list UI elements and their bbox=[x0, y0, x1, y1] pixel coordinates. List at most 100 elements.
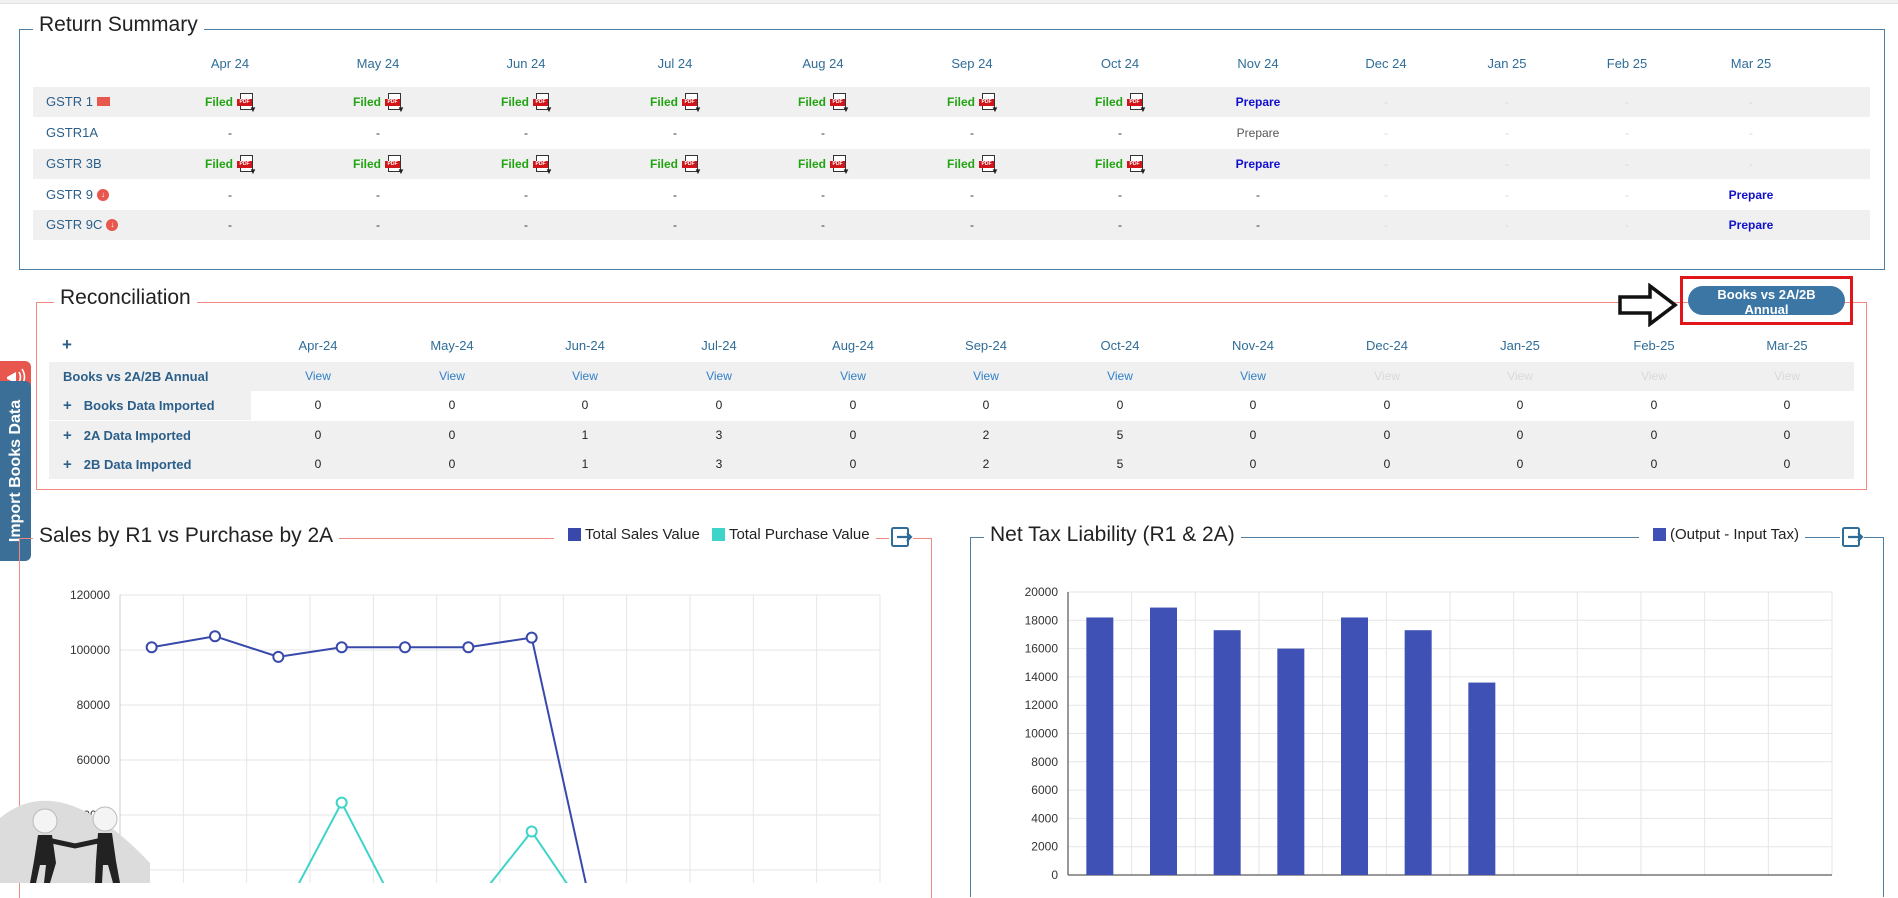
status-cell[interactable]: Filed PDF ▼ bbox=[620, 87, 730, 117]
status-cell[interactable]: Prepare bbox=[1236, 126, 1280, 140]
view-link[interactable]: View bbox=[1240, 369, 1266, 383]
download-icon[interactable]: ↓ bbox=[96, 188, 109, 201]
pdf-icon[interactable]: PDF ▼ bbox=[979, 92, 999, 113]
view-link[interactable]: View bbox=[706, 369, 732, 383]
legend-purchase[interactable]: Total Purchase Value bbox=[728, 526, 870, 543]
status-cell[interactable]: Prepare bbox=[1728, 188, 1774, 202]
pdf-icon[interactable]: PDF ▼ bbox=[682, 154, 702, 175]
pdf-icon[interactable]: PDF ▼ bbox=[385, 92, 405, 113]
status-cell: - bbox=[376, 218, 380, 232]
status-cell[interactable]: Filed PDF ▼ bbox=[917, 149, 1027, 179]
status-cell: - bbox=[228, 188, 232, 202]
status-cell[interactable]: Prepare bbox=[1728, 218, 1774, 232]
top-divider bbox=[0, 0, 1898, 4]
return-label[interactable]: GSTR 9C ↓ bbox=[46, 210, 119, 240]
return-label[interactable]: GSTR 1 bbox=[46, 87, 110, 117]
status-cell: - bbox=[1256, 218, 1260, 232]
pdf-icon[interactable]: PDF ▼ bbox=[533, 154, 553, 175]
status-cell[interactable]: Filed PDF ▼ bbox=[768, 149, 878, 179]
export-icon[interactable] bbox=[889, 525, 913, 549]
view-link[interactable]: View bbox=[1107, 369, 1133, 383]
status-cell[interactable]: Filed PDF ▼ bbox=[471, 149, 581, 179]
return-label[interactable]: GSTR1A bbox=[46, 125, 99, 140]
status-cell[interactable]: Filed PDF ▼ bbox=[1065, 149, 1175, 179]
count-cell: 0 bbox=[448, 398, 456, 412]
y-tick-label: 4000 bbox=[1031, 811, 1058, 825]
data-point bbox=[209, 630, 221, 643]
import-row-label[interactable]: +2B Data Imported bbox=[63, 456, 192, 473]
bar bbox=[1086, 617, 1114, 875]
import-books-data-tab[interactable]: Import Books Data bbox=[0, 381, 31, 561]
legend-tax[interactable]: (Output - Input Tax) bbox=[1670, 526, 1799, 543]
return-label[interactable]: GSTR 9 ↓ bbox=[46, 180, 109, 210]
count-cell: 0 bbox=[1783, 428, 1791, 442]
status-cell[interactable]: Filed PDF ▼ bbox=[768, 87, 878, 117]
expand-row-button[interactable]: + bbox=[63, 427, 72, 444]
count-cell: 0 bbox=[1650, 428, 1658, 442]
expand-row-button[interactable]: + bbox=[63, 397, 72, 414]
status-cell: - bbox=[970, 218, 974, 232]
status-cell: - bbox=[228, 126, 232, 140]
view-link[interactable]: View bbox=[1641, 369, 1667, 383]
count-cell: 1 bbox=[581, 428, 589, 442]
status-cell[interactable]: Filed PDF ▼ bbox=[175, 149, 285, 179]
pdf-icon[interactable]: PDF ▼ bbox=[1127, 154, 1147, 175]
count-cell: 0 bbox=[448, 457, 456, 471]
status-cell[interactable]: Filed PDF ▼ bbox=[620, 149, 730, 179]
view-link[interactable]: View bbox=[973, 369, 999, 383]
view-link[interactable]: View bbox=[1774, 369, 1800, 383]
pdf-icon[interactable]: PDF ▼ bbox=[237, 154, 257, 175]
expand-row-button[interactable]: + bbox=[63, 456, 72, 473]
pdf-icon[interactable]: PDF ▼ bbox=[830, 92, 850, 113]
count-cell: 0 bbox=[982, 398, 990, 412]
status-cell[interactable]: Filed PDF ▼ bbox=[1065, 87, 1175, 117]
status-cell[interactable]: Filed PDF ▼ bbox=[323, 87, 433, 117]
pdf-icon[interactable]: PDF ▼ bbox=[979, 154, 999, 175]
count-cell: 1 bbox=[581, 457, 589, 471]
view-link[interactable]: View bbox=[305, 369, 331, 383]
view-link[interactable]: View bbox=[439, 369, 465, 383]
count-cell: 0 bbox=[314, 428, 322, 442]
import-row-label[interactable]: +2A Data Imported bbox=[63, 427, 191, 444]
pdf-icon[interactable]: PDF ▼ bbox=[1127, 92, 1147, 113]
sales-chart-title: Sales by R1 vs Purchase by 2A bbox=[33, 524, 340, 548]
status-cell[interactable]: Filed PDF ▼ bbox=[323, 149, 433, 179]
pdf-icon[interactable]: PDF ▼ bbox=[830, 154, 850, 175]
status-cell: - bbox=[1384, 218, 1388, 232]
status-cell[interactable]: Filed PDF ▼ bbox=[175, 87, 285, 117]
status-cell: - bbox=[1384, 157, 1388, 171]
status-cell[interactable]: Filed PDF ▼ bbox=[917, 87, 1027, 117]
legend-sales[interactable]: Total Sales Value bbox=[585, 526, 700, 543]
view-link[interactable]: View bbox=[572, 369, 598, 383]
return-label[interactable]: GSTR 3B bbox=[46, 156, 102, 171]
pdf-icon[interactable]: PDF ▼ bbox=[682, 92, 702, 113]
y-tick-label: 8000 bbox=[1031, 755, 1058, 769]
download-icon[interactable]: ↓ bbox=[106, 218, 119, 231]
y-tick-label: 80000 bbox=[77, 698, 111, 712]
pdf-icon[interactable]: PDF ▼ bbox=[385, 154, 405, 175]
expand-all-button[interactable]: + bbox=[62, 335, 72, 354]
status-cell: - bbox=[1118, 218, 1122, 232]
pdf-icon[interactable]: PDF ▼ bbox=[533, 92, 553, 113]
month-header: Jun-24 bbox=[565, 338, 605, 353]
count-cell: 0 bbox=[1650, 457, 1658, 471]
mail-icon[interactable] bbox=[96, 97, 110, 107]
books-vs-2a-2b-annual-button[interactable]: Books vs 2A/2B Annual bbox=[1688, 286, 1845, 317]
data-point bbox=[525, 631, 538, 644]
pdf-icon[interactable]: PDF ▼ bbox=[237, 92, 257, 113]
export-icon[interactable] bbox=[1840, 525, 1864, 549]
status-cell[interactable]: Prepare bbox=[1235, 157, 1281, 171]
count-cell: 3 bbox=[715, 457, 723, 471]
month-header: Jul 24 bbox=[657, 56, 693, 71]
tax-chart-legend: (Output - Input Tax) bbox=[1639, 526, 1805, 543]
y-tick-label: 16000 bbox=[1025, 642, 1059, 656]
month-header: Nov-24 bbox=[1232, 338, 1274, 353]
view-link[interactable]: View bbox=[1507, 369, 1533, 383]
count-cell: 0 bbox=[715, 398, 723, 412]
count-cell: 0 bbox=[1116, 398, 1124, 412]
status-cell[interactable]: Filed PDF ▼ bbox=[471, 87, 581, 117]
view-link[interactable]: View bbox=[840, 369, 866, 383]
status-cell[interactable]: Prepare bbox=[1235, 95, 1281, 109]
view-link[interactable]: View bbox=[1374, 369, 1400, 383]
import-row-label[interactable]: + Books Data Imported bbox=[63, 397, 215, 414]
